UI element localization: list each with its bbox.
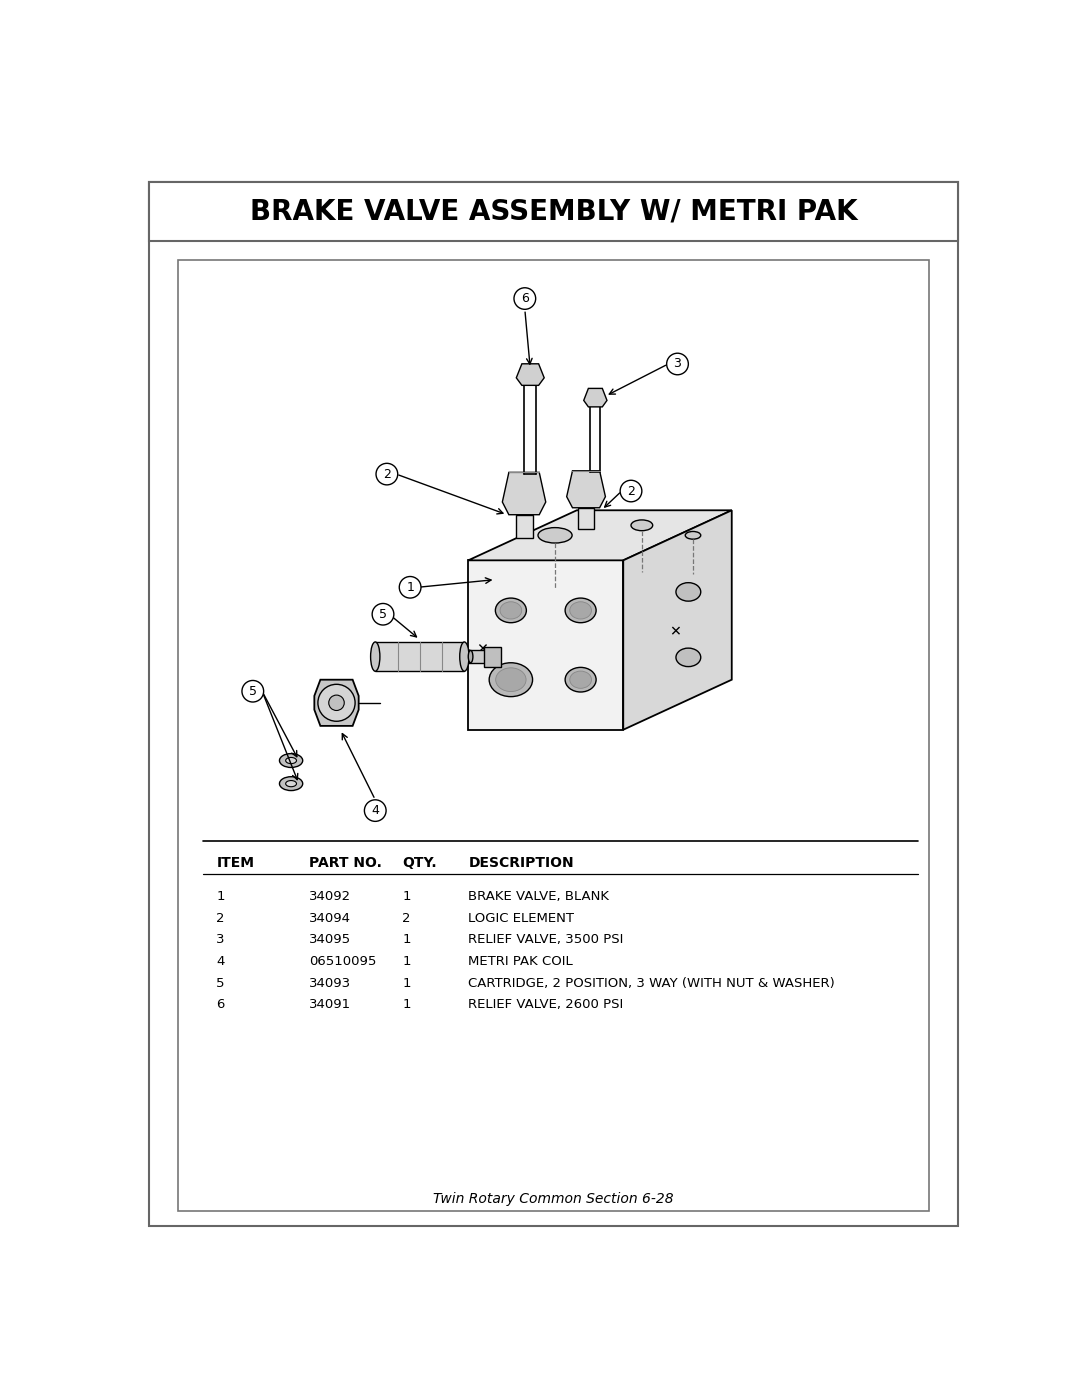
FancyBboxPatch shape (177, 260, 930, 1211)
Text: 34092: 34092 (309, 890, 351, 904)
Text: RELIEF VALVE, 2600 PSI: RELIEF VALVE, 2600 PSI (469, 997, 623, 1011)
Text: 1: 1 (403, 890, 410, 904)
Polygon shape (516, 363, 544, 386)
Text: 06510095: 06510095 (309, 956, 377, 968)
Ellipse shape (676, 648, 701, 666)
Text: 4: 4 (216, 956, 225, 968)
Text: 2: 2 (403, 912, 410, 925)
Text: 1: 1 (403, 933, 410, 946)
Ellipse shape (570, 602, 592, 619)
Text: 1: 1 (403, 977, 410, 989)
Text: 1: 1 (403, 956, 410, 968)
Text: 2: 2 (383, 468, 391, 481)
Ellipse shape (676, 583, 701, 601)
Text: 1: 1 (216, 890, 225, 904)
Text: ITEM: ITEM (216, 856, 255, 870)
Text: METRI PAK COIL: METRI PAK COIL (469, 956, 573, 968)
FancyBboxPatch shape (149, 182, 958, 240)
Polygon shape (578, 507, 594, 529)
Ellipse shape (489, 662, 532, 697)
Text: 5: 5 (248, 685, 257, 697)
Circle shape (514, 288, 536, 309)
Text: BRAKE VALVE, BLANK: BRAKE VALVE, BLANK (469, 890, 609, 904)
Circle shape (620, 481, 642, 502)
Circle shape (318, 685, 355, 721)
Polygon shape (375, 643, 464, 671)
Text: 34094: 34094 (309, 912, 351, 925)
Text: Twin Rotary Common Section 6-28: Twin Rotary Common Section 6-28 (433, 1193, 674, 1207)
Text: 4: 4 (372, 805, 379, 817)
Polygon shape (567, 471, 606, 507)
Text: 5: 5 (379, 608, 387, 620)
Ellipse shape (460, 643, 469, 671)
Ellipse shape (565, 668, 596, 692)
Ellipse shape (538, 528, 572, 543)
Polygon shape (469, 560, 623, 729)
Text: 34093: 34093 (309, 977, 351, 989)
Polygon shape (502, 472, 545, 514)
Polygon shape (515, 514, 532, 538)
Ellipse shape (570, 671, 592, 689)
Ellipse shape (280, 753, 302, 767)
Text: 1: 1 (406, 581, 414, 594)
Text: PART NO.: PART NO. (309, 856, 382, 870)
Circle shape (242, 680, 264, 703)
Text: 34095: 34095 (309, 933, 351, 946)
Circle shape (400, 577, 421, 598)
Text: 6: 6 (216, 997, 225, 1011)
Ellipse shape (685, 531, 701, 539)
Polygon shape (464, 651, 499, 662)
Text: 6: 6 (521, 292, 529, 305)
Text: 5: 5 (216, 977, 225, 989)
Ellipse shape (469, 651, 473, 662)
Text: QTY.: QTY. (403, 856, 437, 870)
Circle shape (376, 464, 397, 485)
Circle shape (666, 353, 688, 374)
Text: 3: 3 (216, 933, 225, 946)
Ellipse shape (496, 668, 526, 692)
Polygon shape (314, 680, 359, 726)
Text: LOGIC ELEMENT: LOGIC ELEMENT (469, 912, 575, 925)
Text: 2: 2 (627, 485, 635, 497)
Circle shape (373, 604, 394, 624)
Text: 3: 3 (674, 358, 681, 370)
Text: CARTRIDGE, 2 POSITION, 3 WAY (WITH NUT & WASHER): CARTRIDGE, 2 POSITION, 3 WAY (WITH NUT &… (469, 977, 835, 989)
Text: 34091: 34091 (309, 997, 351, 1011)
Text: DESCRIPTION: DESCRIPTION (469, 856, 573, 870)
Text: RELIEF VALVE, 3500 PSI: RELIEF VALVE, 3500 PSI (469, 933, 623, 946)
Ellipse shape (285, 781, 297, 787)
Text: BRAKE VALVE ASSEMBLY W/ METRI PAK: BRAKE VALVE ASSEMBLY W/ METRI PAK (249, 197, 858, 225)
Polygon shape (484, 647, 501, 666)
Ellipse shape (631, 520, 652, 531)
Ellipse shape (565, 598, 596, 623)
FancyBboxPatch shape (149, 182, 958, 1227)
Polygon shape (623, 510, 732, 729)
Ellipse shape (280, 777, 302, 791)
Circle shape (328, 696, 345, 711)
Text: 2: 2 (216, 912, 225, 925)
Text: 1: 1 (403, 997, 410, 1011)
Ellipse shape (285, 757, 297, 764)
Polygon shape (583, 388, 607, 407)
Ellipse shape (464, 648, 471, 665)
Ellipse shape (370, 643, 380, 671)
Ellipse shape (500, 602, 522, 619)
Ellipse shape (496, 598, 526, 623)
Polygon shape (469, 510, 732, 560)
Circle shape (364, 800, 387, 821)
